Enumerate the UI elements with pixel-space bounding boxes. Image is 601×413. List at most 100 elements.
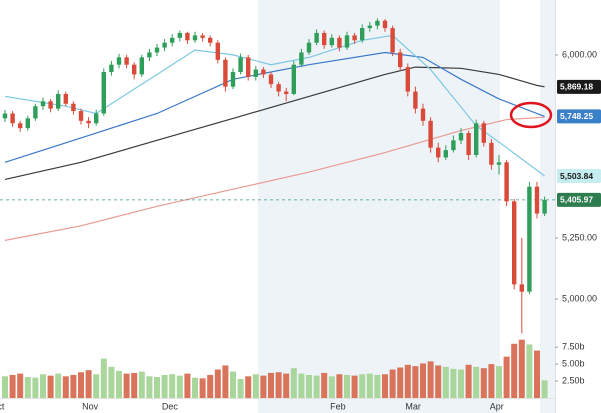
volume-bar	[275, 372, 282, 398]
volume-bar	[146, 376, 153, 398]
candle-body	[230, 72, 236, 87]
x-tick-label: Feb	[330, 401, 346, 411]
candle-body	[322, 32, 327, 46]
volume-bar	[420, 363, 426, 398]
volume-bar	[9, 374, 16, 398]
candle-body	[329, 37, 334, 46]
volume-bar	[154, 376, 160, 398]
moving-average-line	[4, 51, 545, 163]
volume-bar	[458, 369, 464, 398]
price-badge	[557, 192, 601, 207]
candle-body	[443, 150, 448, 158]
volume-bar	[488, 364, 495, 398]
volume-tick-label: 5.00b	[562, 358, 585, 368]
volume-bar	[176, 375, 183, 398]
volume-bar	[427, 361, 434, 398]
candle-body	[208, 37, 213, 43]
volume-bar	[108, 366, 115, 398]
candle-body	[481, 123, 486, 143]
candle-body	[390, 28, 395, 53]
volume-bar	[328, 376, 335, 398]
volume-bar	[116, 370, 122, 398]
volume-bar	[480, 368, 487, 398]
volume-bar	[70, 374, 77, 398]
price-badge-label: 5,748.25	[560, 111, 593, 121]
candle-body	[25, 118, 30, 129]
volume-bar	[359, 374, 366, 398]
candle-body	[18, 123, 23, 129]
volume-bar	[435, 365, 442, 398]
y-tick-label: 5,250.00	[562, 232, 597, 242]
volume-bar	[374, 374, 381, 398]
price-badge	[557, 169, 601, 184]
candle-body	[542, 199, 547, 214]
volume-bar	[24, 376, 31, 398]
volume-bar	[17, 373, 24, 398]
candle-body	[170, 37, 175, 43]
candle-body	[33, 106, 38, 119]
volume-bar	[199, 378, 206, 398]
candle-body	[534, 186, 540, 214]
candle-body	[352, 35, 357, 41]
candle-body	[10, 113, 15, 124]
volume-bar	[100, 358, 107, 398]
candle-body	[238, 57, 243, 73]
candle-body	[527, 186, 532, 292]
candle-body	[458, 133, 464, 141]
candle-body	[337, 37, 342, 48]
volume-bar	[230, 371, 236, 398]
candle-body	[56, 93, 61, 109]
candle-body	[451, 140, 456, 151]
candle-body	[360, 28, 365, 41]
candle-body	[40, 101, 46, 107]
candle-body	[200, 35, 205, 38]
volume-bar	[245, 376, 252, 398]
volume-bar	[131, 372, 138, 398]
candle-body	[496, 162, 502, 165]
volume-bar	[260, 375, 267, 398]
volume-tick-label: 2.50b	[562, 375, 585, 385]
x-tick-label: Oct	[0, 401, 5, 411]
volume-bar	[534, 350, 540, 398]
volume-bar	[465, 364, 472, 398]
candle-body	[215, 42, 220, 60]
volume-bar	[138, 371, 145, 398]
volume-bar	[169, 374, 176, 398]
candle-body	[147, 52, 152, 58]
price-badge-label: 5,869.18	[560, 82, 593, 92]
volume-bar	[40, 374, 46, 398]
candle-body	[139, 57, 144, 75]
candle-body	[63, 93, 68, 104]
candle-body	[132, 64, 137, 75]
volume-bar	[32, 377, 39, 398]
volume-bar	[55, 373, 62, 398]
volume-bar	[382, 374, 388, 398]
volume-bar	[85, 370, 92, 398]
candle-body	[223, 59, 228, 87]
candle-body	[299, 52, 304, 65]
volume-bar	[298, 373, 305, 398]
candle-body	[367, 25, 372, 29]
volume-bar	[389, 369, 396, 398]
candle-body	[413, 91, 418, 109]
candle-body	[101, 72, 106, 114]
volume-bar	[526, 344, 533, 398]
candle-body	[116, 57, 122, 65]
candle-body	[162, 42, 167, 48]
volume-bar	[496, 366, 502, 398]
volume-bar	[397, 367, 404, 398]
candle-body	[154, 47, 160, 53]
volume-bar	[518, 339, 525, 398]
candle-body	[86, 120, 91, 124]
candle-body	[466, 133, 471, 155]
candle-layer	[2, 18, 547, 334]
candle-body	[185, 32, 190, 41]
moving-average-line	[4, 116, 545, 241]
x-tick-label: Nov	[82, 401, 99, 411]
moving-average-line	[4, 66, 545, 180]
candle-body	[489, 142, 494, 165]
price-badge	[557, 79, 601, 94]
volume-bar	[412, 366, 419, 398]
